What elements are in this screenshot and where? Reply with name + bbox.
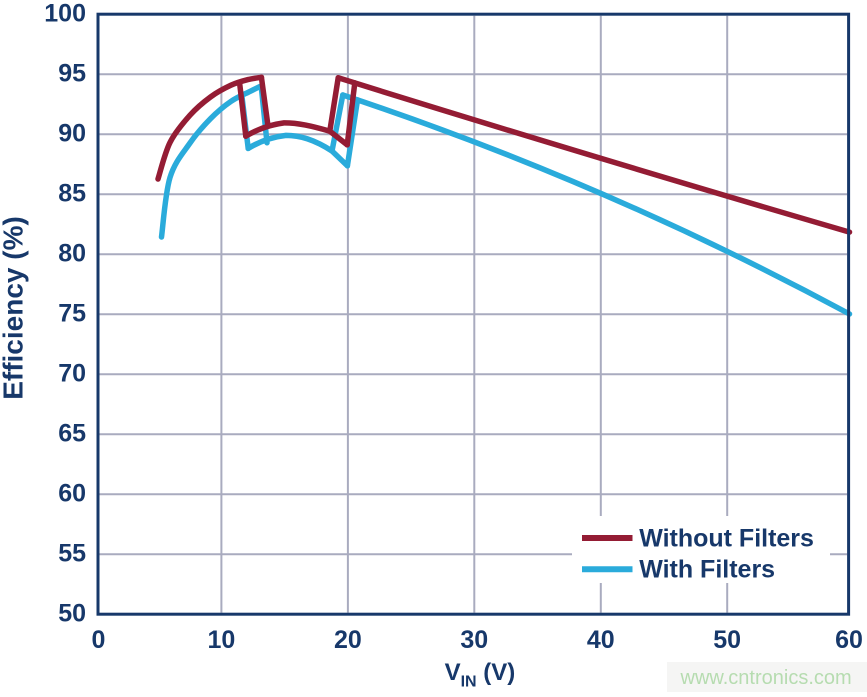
svg-text:www.cntronics.com: www.cntronics.com <box>680 667 852 689</box>
svg-text:60: 60 <box>58 480 86 508</box>
svg-text:20: 20 <box>334 626 362 654</box>
svg-text:Efficiency (%): Efficiency (%) <box>0 216 29 400</box>
svg-text:With Filters: With Filters <box>639 555 775 583</box>
svg-text:50: 50 <box>58 600 86 628</box>
svg-text:90: 90 <box>58 120 86 148</box>
svg-text:Without Filters: Without Filters <box>639 524 814 552</box>
svg-text:VIN (V): VIN (V) <box>445 659 516 691</box>
svg-text:60: 60 <box>835 626 863 654</box>
svg-text:10: 10 <box>207 626 235 654</box>
svg-text:50: 50 <box>713 626 741 654</box>
svg-text:30: 30 <box>460 626 488 654</box>
svg-text:55: 55 <box>58 540 86 568</box>
svg-text:0: 0 <box>92 626 106 654</box>
svg-text:85: 85 <box>58 180 86 208</box>
svg-text:65: 65 <box>58 420 86 448</box>
svg-text:70: 70 <box>58 360 86 388</box>
svg-text:75: 75 <box>58 300 86 328</box>
svg-text:100: 100 <box>44 0 86 28</box>
svg-text:95: 95 <box>58 60 86 88</box>
svg-text:40: 40 <box>587 626 615 654</box>
svg-text:80: 80 <box>58 240 86 268</box>
